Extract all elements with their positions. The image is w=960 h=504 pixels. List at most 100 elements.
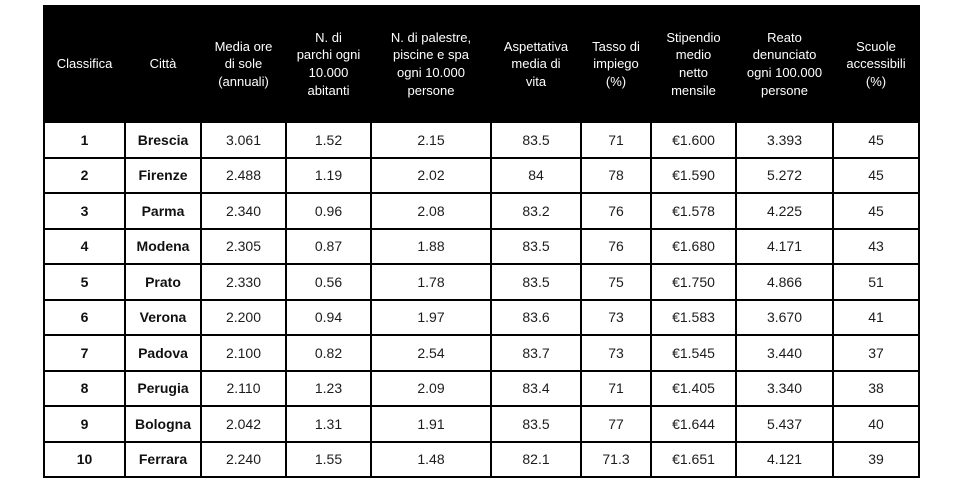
cell-rank: 4 (43, 227, 126, 265)
cell-employment: 73 (580, 334, 652, 372)
cell-gyms: 1.48 (370, 440, 492, 478)
cell-life-expectancy: 83.5 (490, 227, 582, 265)
cell-life-expectancy: 83.6 (490, 298, 582, 336)
cell-gyms: 2.09 (370, 369, 492, 407)
cell-salary: €1.651 (650, 440, 737, 478)
table-row: 8 Perugia 2.110 1.23 2.09 83.4 71 €1.405 3.340 38 (43, 369, 920, 407)
cell-sun-hours: 2.100 (200, 334, 287, 372)
cell-crime: 3.340 (735, 369, 834, 407)
cell-gyms: 1.97 (370, 298, 492, 336)
cell-gyms: 2.54 (370, 334, 492, 372)
cell-city: Ferrara (124, 440, 202, 478)
cell-sun-hours: 2.340 (200, 192, 287, 230)
cell-salary: €1.578 (650, 192, 737, 230)
cell-salary: €1.600 (650, 121, 737, 159)
cell-employment: 76 (580, 192, 652, 230)
cell-schools: 45 (832, 121, 920, 159)
cell-schools: 43 (832, 227, 920, 265)
cell-crime: 3.393 (735, 121, 834, 159)
table-row: 9 Bologna 2.042 1.31 1.91 83.5 77 €1.644 5.437 40 (43, 405, 920, 443)
table-row: 4 Modena 2.305 0.87 1.88 83.5 76 €1.680 4.171 43 (43, 227, 920, 265)
cell-parks: 0.56 (285, 263, 372, 301)
cell-parks: 1.52 (285, 121, 372, 159)
cell-life-expectancy: 83.7 (490, 334, 582, 372)
cell-sun-hours: 2.488 (200, 156, 287, 194)
cell-sun-hours: 2.305 (200, 227, 287, 265)
table-row: 5 Prato 2.330 0.56 1.78 83.5 75 €1.750 4.866 51 (43, 263, 920, 301)
cell-parks: 0.96 (285, 192, 372, 230)
cell-life-expectancy: 84 (490, 156, 582, 194)
cell-salary: €1.680 (650, 227, 737, 265)
cell-employment: 76 (580, 227, 652, 265)
cell-parks: 1.31 (285, 405, 372, 443)
cell-sun-hours: 2.240 (200, 440, 287, 478)
column-header-rank: Classifica (43, 5, 126, 123)
cell-schools: 45 (832, 156, 920, 194)
cell-life-expectancy: 83.2 (490, 192, 582, 230)
column-header-salary: Stipendio medio netto mensile (650, 5, 737, 123)
cell-salary: €1.644 (650, 405, 737, 443)
column-header-city: Città (124, 5, 202, 123)
cell-parks: 1.19 (285, 156, 372, 194)
cell-gyms: 1.91 (370, 405, 492, 443)
cell-rank: 3 (43, 192, 126, 230)
cell-city: Padova (124, 334, 202, 372)
cell-sun-hours: 2.330 (200, 263, 287, 301)
cell-schools: 45 (832, 192, 920, 230)
cell-salary: €1.583 (650, 298, 737, 336)
cell-sun-hours: 2.110 (200, 369, 287, 407)
cell-gyms: 2.02 (370, 156, 492, 194)
cell-life-expectancy: 83.5 (490, 121, 582, 159)
table-row: 3 Parma 2.340 0.96 2.08 83.2 76 €1.578 4.225 45 (43, 192, 920, 230)
cell-rank: 10 (43, 440, 126, 478)
cell-gyms: 2.15 (370, 121, 492, 159)
cell-crime: 4.866 (735, 263, 834, 301)
cell-schools: 41 (832, 298, 920, 336)
cell-parks: 1.55 (285, 440, 372, 478)
cell-life-expectancy: 83.5 (490, 263, 582, 301)
cell-city: Prato (124, 263, 202, 301)
cell-sun-hours: 3.061 (200, 121, 287, 159)
cell-employment: 71.3 (580, 440, 652, 478)
cell-crime: 5.272 (735, 156, 834, 194)
cell-salary: €1.545 (650, 334, 737, 372)
column-header-schools: Scuole accessibili (%) (832, 5, 920, 123)
cell-sun-hours: 2.200 (200, 298, 287, 336)
column-header-gyms: N. di palestre, piscine e spa ogni 10.00… (370, 5, 492, 123)
column-header-parks: N. di parchi ogni 10.000 abitanti (285, 5, 372, 123)
cell-salary: €1.405 (650, 369, 737, 407)
cell-crime: 4.171 (735, 227, 834, 265)
cell-city: Verona (124, 298, 202, 336)
table-row: 10 Ferrara 2.240 1.55 1.48 82.1 71.3 €1.651 4.12… (43, 440, 920, 478)
cell-rank: 5 (43, 263, 126, 301)
cell-salary: €1.590 (650, 156, 737, 194)
city-ranking-table-container: Classifica Città Media ore di sole (annual… (43, 5, 920, 478)
city-ranking-table: Classifica Città Media ore di sole (annual… (43, 5, 920, 478)
cell-rank: 7 (43, 334, 126, 372)
cell-life-expectancy: 83.5 (490, 405, 582, 443)
table-row: 1 Brescia 3.061 1.52 2.15 83.5 71 €1.600 3.393 45 (43, 121, 920, 159)
cell-employment: 71 (580, 121, 652, 159)
cell-parks: 0.82 (285, 334, 372, 372)
cell-rank: 2 (43, 156, 126, 194)
cell-crime: 4.225 (735, 192, 834, 230)
cell-city: Bologna (124, 405, 202, 443)
cell-employment: 75 (580, 263, 652, 301)
cell-gyms: 1.78 (370, 263, 492, 301)
cell-schools: 38 (832, 369, 920, 407)
cell-salary: €1.750 (650, 263, 737, 301)
cell-crime: 5.437 (735, 405, 834, 443)
column-header-life-expectancy: Aspettativa media di vita (490, 5, 582, 123)
table-row: 7 Padova 2.100 0.82 2.54 83.7 73 €1.545 3.440 37 (43, 334, 920, 372)
cell-parks: 0.87 (285, 227, 372, 265)
cell-gyms: 1.88 (370, 227, 492, 265)
cell-schools: 51 (832, 263, 920, 301)
cell-sun-hours: 2.042 (200, 405, 287, 443)
table-row: 2 Firenze 2.488 1.19 2.02 84 78 €1.590 5.272 45 (43, 156, 920, 194)
cell-rank: 8 (43, 369, 126, 407)
cell-parks: 0.94 (285, 298, 372, 336)
cell-city: Modena (124, 227, 202, 265)
cell-employment: 73 (580, 298, 652, 336)
column-header-sun-hours: Media ore di sole (annuali) (200, 5, 287, 123)
cell-rank: 1 (43, 121, 126, 159)
